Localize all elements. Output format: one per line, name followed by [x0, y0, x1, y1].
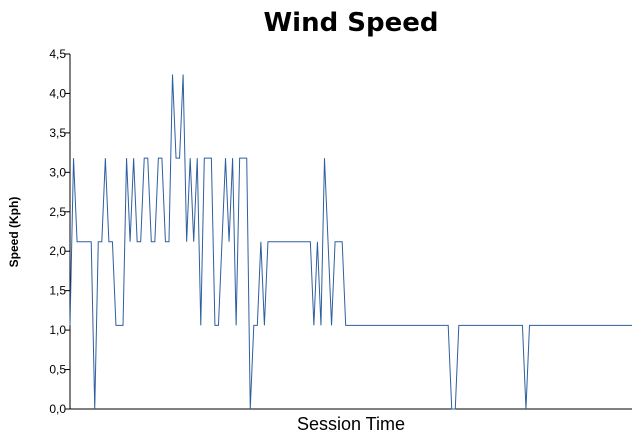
y-tick-label: 1,0 [49, 323, 66, 337]
y-tick-label: 0,0 [49, 402, 66, 416]
y-tick-label: 4,0 [49, 86, 66, 100]
y-tick-label: 2,5 [49, 205, 66, 219]
y-tick-label: 4,5 [49, 47, 66, 61]
y-tick-label: 3,0 [49, 165, 66, 179]
series-line-wind-speed [69, 74, 632, 410]
series-lines [69, 74, 632, 410]
y-tick-label: 1,5 [49, 284, 66, 298]
chart-title: Wind Speed [263, 8, 439, 38]
y-tick-label: 0,5 [49, 363, 66, 377]
axes [65, 53, 632, 410]
y-tick-labels: 0,0 0,5 1,0 1,5 2,0 2,5 3,0 3,5 4,0 4,5 [49, 47, 66, 416]
y-tick-label: 3,5 [49, 126, 66, 140]
y-tick-label: 2,0 [49, 244, 66, 258]
x-axis-label: Session Time [296, 414, 406, 434]
